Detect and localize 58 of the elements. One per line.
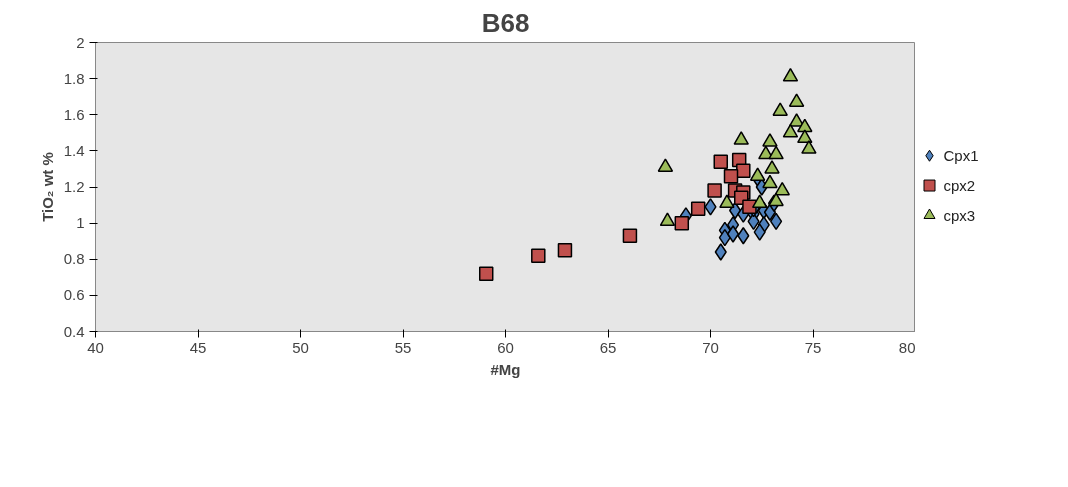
point bbox=[737, 227, 750, 245]
x-tick-label: 60 bbox=[497, 338, 514, 356]
point bbox=[772, 102, 788, 116]
legend-label: Cpx1 bbox=[943, 147, 979, 165]
y-tick-label: 1.6 bbox=[63, 105, 85, 123]
point bbox=[768, 145, 784, 160]
x-tick-label: 40 bbox=[87, 338, 104, 356]
point bbox=[764, 160, 780, 174]
point bbox=[674, 215, 690, 231]
point bbox=[736, 163, 751, 178]
x-axis-title: #Mg bbox=[490, 360, 521, 378]
point bbox=[719, 194, 735, 209]
y-tick-label: 0.6 bbox=[63, 286, 85, 304]
point bbox=[749, 167, 766, 181]
x-tick-label: 65 bbox=[599, 338, 617, 356]
point bbox=[774, 181, 790, 196]
point bbox=[762, 133, 778, 147]
point bbox=[690, 201, 706, 216]
point bbox=[733, 131, 749, 145]
point bbox=[704, 198, 717, 216]
point bbox=[762, 174, 778, 189]
point bbox=[788, 93, 805, 107]
y-tick-label: 0.4 bbox=[63, 322, 85, 340]
point bbox=[797, 118, 813, 133]
x-tick-label: 45 bbox=[189, 338, 207, 356]
point bbox=[531, 248, 546, 263]
y-tick-label: 1.8 bbox=[63, 69, 85, 87]
point bbox=[753, 223, 766, 241]
point bbox=[782, 67, 799, 82]
point bbox=[801, 140, 817, 154]
chart-title: B68 bbox=[481, 7, 530, 38]
y-tick-label: 2 bbox=[76, 33, 85, 51]
y-tick-label: 0.8 bbox=[63, 250, 85, 268]
point bbox=[714, 243, 727, 261]
y-tick-label: 1 bbox=[76, 214, 85, 232]
x-tick-label: 80 bbox=[898, 338, 916, 356]
point bbox=[657, 158, 674, 172]
y-tick-label: 1.2 bbox=[63, 178, 85, 195]
point bbox=[622, 228, 638, 244]
point bbox=[707, 183, 722, 198]
y-tick-label: 1.4 bbox=[63, 141, 85, 159]
x-tick-label: 55 bbox=[394, 338, 412, 356]
point bbox=[751, 194, 768, 209]
point bbox=[713, 154, 728, 169]
point bbox=[557, 242, 573, 258]
point bbox=[768, 192, 784, 207]
point bbox=[726, 225, 740, 243]
legend-label: cpx2 bbox=[943, 177, 976, 195]
point bbox=[478, 266, 494, 281]
x-tick-label: 70 bbox=[702, 338, 719, 356]
x-tick-label: 50 bbox=[292, 338, 309, 356]
point bbox=[782, 123, 799, 138]
point bbox=[723, 168, 739, 184]
point bbox=[797, 129, 813, 144]
point bbox=[659, 212, 676, 227]
legend-label: cpx3 bbox=[943, 206, 976, 224]
x-tick-label: 75 bbox=[804, 338, 822, 356]
y-axis-title: TiO₂ wt % bbox=[38, 152, 56, 222]
